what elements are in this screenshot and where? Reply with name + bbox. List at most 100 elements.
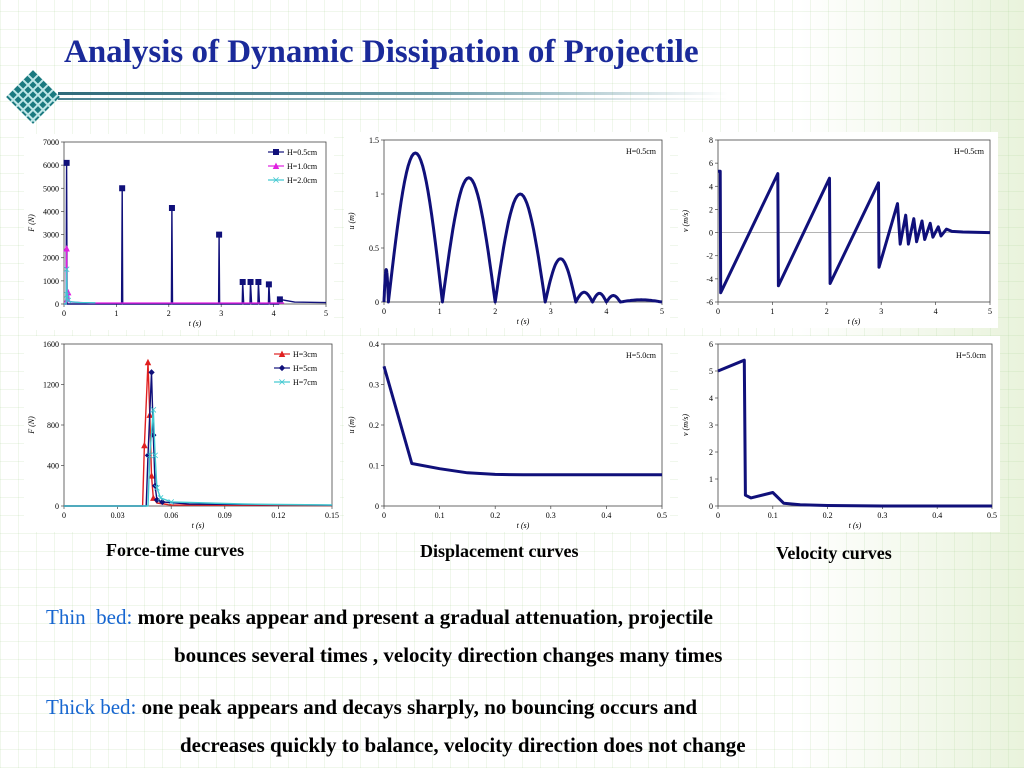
y-tick-label: 1 <box>375 190 379 199</box>
data-point <box>255 279 262 286</box>
x-axis-label: t (s) <box>189 319 202 328</box>
data-point <box>154 484 160 491</box>
x-tick-label: 4 <box>272 309 276 318</box>
data-point <box>153 496 161 504</box>
y-tick-label: 0.4 <box>369 340 379 349</box>
thin-bed-text: Thin bed: more peaks appear and present … <box>46 598 722 674</box>
data-point <box>150 406 157 413</box>
series-annotation: H=0.5cm <box>626 147 657 156</box>
legend-label: H=7cm <box>293 378 318 387</box>
x-tick-label: 4 <box>934 307 938 316</box>
data-point <box>159 498 166 506</box>
y-axis-label: u (m) <box>347 212 356 229</box>
data-point <box>152 452 159 459</box>
thick-bed-line-1: Thick bed: one peak appears and decays s… <box>46 688 746 726</box>
y-tick-label: 4 <box>709 394 713 403</box>
y-tick-label: 0 <box>375 298 379 307</box>
x-tick-label: 2 <box>825 307 829 316</box>
series-line <box>382 151 663 304</box>
y-tick-label: 1 <box>709 475 713 484</box>
x-tick-label: 5 <box>660 307 664 316</box>
x-tick-label: 2 <box>493 307 497 316</box>
y-tick-label: -2 <box>706 252 713 261</box>
velocity-thick-chart: 0 0.1 0.2 0.3 0.4 0.5 0 1 2 3 4 5 6 t (s) v (m/s) H=5.0… <box>681 340 997 530</box>
force-thin-panel: 0 1 2 3 4 5 0 1000 2000 3000 4000 5000 6000 7000 t (s)… <box>24 134 334 330</box>
x-tick-label: 3 <box>879 307 883 316</box>
y-tick-label: 0 <box>55 300 59 309</box>
slide-title: Analysis of Dynamic Dissipation of Proje… <box>64 34 699 70</box>
y-tick-label: 800 <box>47 421 59 430</box>
thin-bed-line-1: Thin bed: more peaks appear and present … <box>46 598 722 636</box>
y-axis-label: F (N) <box>27 214 36 233</box>
legend-marker <box>279 379 285 385</box>
x-tick-label: 0.09 <box>218 511 232 520</box>
y-tick-label: 3000 <box>43 231 59 240</box>
y-tick-label: 2 <box>709 448 713 457</box>
plot-frame <box>717 343 993 507</box>
x-axis-label: t (s) <box>849 521 862 530</box>
y-tick-label: 0 <box>709 502 713 511</box>
y-tick-label: 2000 <box>43 254 59 263</box>
y-axis-label: u (m) <box>347 416 356 433</box>
x-tick-label: 0.03 <box>111 511 125 520</box>
x-tick-label: 1 <box>770 307 774 316</box>
force-thick-panel: 0 0.03 0.06 0.09 0.12 0.15 0 400 800 1200 1600 t (s… <box>24 336 340 532</box>
y-tick-label: 0 <box>375 502 379 511</box>
data-point <box>265 281 272 288</box>
x-tick-label: 0 <box>382 307 386 316</box>
y-tick-label: 0.1 <box>369 462 379 471</box>
data-point <box>168 204 175 211</box>
data-point <box>148 472 155 479</box>
data-point <box>64 291 71 298</box>
series-line <box>64 371 333 507</box>
y-tick-label: -4 <box>706 275 713 284</box>
x-tick-label: 1 <box>114 309 118 318</box>
data-point <box>157 495 164 501</box>
y-tick-label: 5000 <box>43 184 59 193</box>
x-tick-label: 5 <box>324 309 328 318</box>
displacement-thick-panel: 0 0.1 0.2 0.3 0.4 0.5 0 0.1 0.2 0.3 0.4 t (s) u (m) H… <box>344 336 670 532</box>
x-tick-label: 0.4 <box>932 511 942 520</box>
y-tick-label: 4000 <box>43 207 59 216</box>
displacement-thin-panel: 0 1 2 3 4 5 0 0.5 1 1.5 t (s) u (m) H=0.5cm <box>344 132 670 328</box>
x-axis-label: t (s) <box>192 521 205 530</box>
data-point <box>63 266 70 273</box>
series-line <box>382 365 662 477</box>
legend-label: H=1.0cm <box>287 162 318 171</box>
y-tick-label: 3 <box>709 421 713 430</box>
thin-bed-desc-2: bounces several times , velocity directi… <box>174 643 723 667</box>
velocity-thick-panel: 0 0.1 0.2 0.3 0.4 0.5 0 1 2 3 4 5 6 t (s) v (m/s) H=5.0… <box>678 336 1000 532</box>
x-tick-label: 0.4 <box>601 511 611 520</box>
x-tick-label: 0 <box>716 511 720 520</box>
x-tick-label: 0.3 <box>546 511 556 520</box>
data-point <box>119 185 126 192</box>
x-tick-label: 0.5 <box>657 511 667 520</box>
data-point <box>276 296 283 303</box>
x-tick-label: 1 <box>438 307 442 316</box>
legend-label: H=5cm <box>293 364 318 373</box>
diamond-lattice-icon <box>6 70 60 124</box>
thin-bed-desc-1: more peaks appear and present a gradual … <box>137 605 713 629</box>
x-axis-label: t (s) <box>517 521 530 530</box>
x-tick-label: 0.12 <box>271 511 285 520</box>
y-tick-label: 6000 <box>43 161 59 170</box>
x-tick-label: 0.3 <box>877 511 887 520</box>
y-tick-label: 0 <box>55 502 59 511</box>
data-point <box>216 231 223 238</box>
y-tick-label: 8 <box>709 136 713 145</box>
force-thin-chart: 0 1 2 3 4 5 0 1000 2000 3000 4000 5000 6000 7000 t (s)… <box>27 138 328 328</box>
y-tick-label: 4 <box>709 182 713 191</box>
data-point <box>168 499 175 505</box>
plot-frame <box>717 139 991 303</box>
displacement-caption: Displacement curves <box>420 541 579 561</box>
y-tick-label: 6 <box>709 340 713 349</box>
thick-bed-text: Thick bed: one peak appears and decays s… <box>46 688 746 764</box>
y-tick-label: 6 <box>709 159 713 168</box>
x-tick-label: 3 <box>219 309 223 318</box>
y-tick-label: 0.2 <box>369 421 379 430</box>
x-tick-label: 0.1 <box>435 511 445 520</box>
series-line <box>64 162 327 305</box>
velocity-thin-panel: 0 1 2 3 4 5 -6 -4 -2 0 2 4 6 8 t (s) v (m/s) H=0.5cm <box>678 132 998 328</box>
x-tick-label: 4 <box>604 307 608 316</box>
thin-bed-label: Thin bed: <box>46 605 133 629</box>
